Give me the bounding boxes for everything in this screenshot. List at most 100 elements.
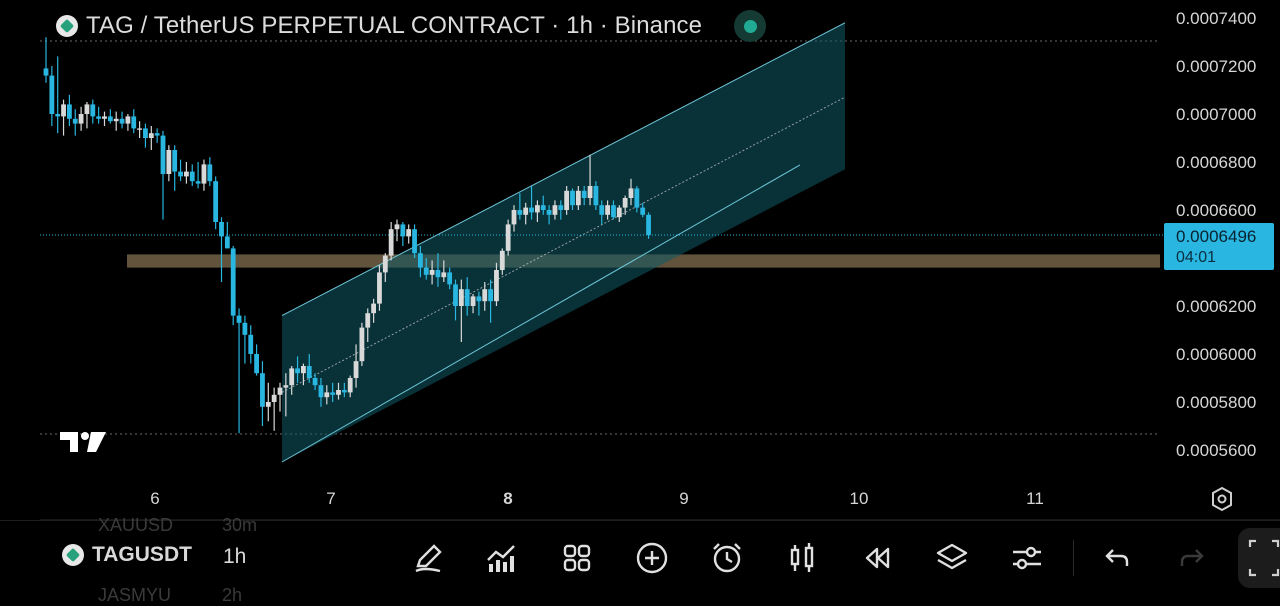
undo-icon[interactable] (1099, 540, 1135, 576)
candle-body (581, 190, 587, 198)
fullscreen-toggle-button[interactable] (1238, 528, 1280, 588)
candle-body (213, 181, 219, 222)
candles-icon[interactable] (784, 540, 820, 576)
candle-body (570, 190, 575, 206)
candle-body (529, 207, 534, 213)
add-icon[interactable] (634, 540, 670, 576)
candle-body (511, 210, 517, 225)
y-axis-tick-label: 0.0006200 (1176, 297, 1256, 316)
watchlist-next-timeframe[interactable]: 2h (222, 585, 243, 605)
candle-body (154, 133, 160, 136)
candle-body (634, 188, 640, 208)
candle-body (341, 390, 347, 393)
channel-upper-line (281, 22, 846, 317)
watchlist-prev-symbol[interactable]: XAUUSD (98, 515, 174, 535)
candle-body (55, 114, 61, 117)
bar-countdown: 04:01 (1176, 249, 1217, 266)
candle-body (388, 229, 394, 256)
candle-body (295, 368, 300, 374)
candle-body (353, 361, 359, 378)
candle-body (640, 207, 646, 215)
candle-body (172, 150, 178, 172)
tag-coin-icon (62, 544, 84, 566)
candle-body (219, 222, 224, 237)
candle-body (160, 135, 166, 174)
grid-icon[interactable] (559, 540, 595, 576)
candle-body (78, 114, 84, 124)
candle-body (43, 68, 49, 76)
channel-mid-line (281, 96, 846, 393)
candle-body (143, 128, 148, 138)
candle-body (470, 296, 476, 306)
candle-body (447, 272, 453, 285)
candle-body (283, 385, 289, 388)
x-axis-tick-label: 11 (1026, 489, 1044, 508)
settings-sliders-icon[interactable] (1009, 540, 1045, 576)
candle-body (377, 272, 382, 304)
candle-body (546, 210, 552, 215)
symbol-name: TAGUSDT (92, 543, 192, 566)
toolbar-separator (1073, 540, 1074, 576)
candle-body (184, 171, 189, 177)
candle-body (488, 289, 493, 302)
candle-body (523, 207, 529, 215)
candle-body (540, 205, 546, 210)
indicators-icon[interactable] (484, 540, 520, 576)
candle-body (359, 327, 365, 362)
market-open-status-icon[interactable] (734, 10, 767, 42)
candle-body (201, 164, 207, 184)
pencil-icon[interactable] (410, 540, 446, 576)
replay-icon[interactable] (859, 540, 895, 576)
y-axis-tick-label: 0.0006600 (1176, 201, 1256, 220)
candle-body (107, 116, 113, 122)
x-axis-tick-label: 6 (150, 489, 159, 508)
candle-body (301, 366, 306, 374)
candle-body (265, 402, 271, 407)
candle-body (96, 116, 102, 119)
candle-body (599, 205, 605, 215)
candle-body (412, 229, 417, 254)
candle-body (558, 205, 564, 210)
y-axis-tick-label: 0.0006800 (1176, 153, 1256, 172)
candle-body (535, 205, 540, 213)
candle-body (306, 366, 312, 378)
chart-settings-icon[interactable] (1208, 485, 1236, 513)
candle-body (505, 224, 511, 251)
candle-body (224, 236, 230, 249)
candle-body (494, 270, 499, 302)
alarm-icon[interactable] (709, 540, 745, 576)
candle-body (324, 392, 330, 398)
watchlist-next-symbol[interactable]: JASMYU (98, 585, 172, 605)
candle-body (423, 267, 429, 275)
fullscreen-icon (1248, 539, 1280, 577)
candle-body (464, 289, 470, 306)
candle-body (406, 229, 412, 237)
candle-body (90, 104, 96, 117)
candle-body (482, 289, 488, 302)
x-axis-tick-label: 9 (679, 489, 688, 508)
candle-body (476, 296, 482, 302)
candle-body (330, 392, 336, 395)
watchlist-prev-timeframe[interactable]: 30m (222, 515, 258, 535)
candle-body (429, 270, 435, 275)
candle-body (242, 322, 248, 335)
candle-body (166, 150, 172, 174)
candle-body (148, 133, 154, 138)
timeframe-selector[interactable]: 1h (223, 545, 247, 568)
symbol-selector[interactable]: TAGUSDT (62, 543, 192, 567)
last-price: 0.0006496 (1176, 227, 1257, 246)
candle-body (137, 128, 142, 130)
candle-body (312, 378, 318, 386)
redo-icon[interactable] (1174, 540, 1210, 576)
x-axis-tick-label: 10 (850, 489, 869, 508)
candle-body (365, 313, 371, 328)
layers-icon[interactable] (934, 540, 970, 576)
candle-body (400, 224, 406, 237)
x-axis-tick-label: 8 (503, 489, 512, 508)
y-axis-tick-label: 0.0005600 (1176, 441, 1256, 460)
candle-body (72, 118, 78, 124)
candle-body (61, 104, 66, 117)
candle-body (435, 270, 441, 278)
y-axis-tick-label: 0.0007200 (1176, 57, 1256, 76)
